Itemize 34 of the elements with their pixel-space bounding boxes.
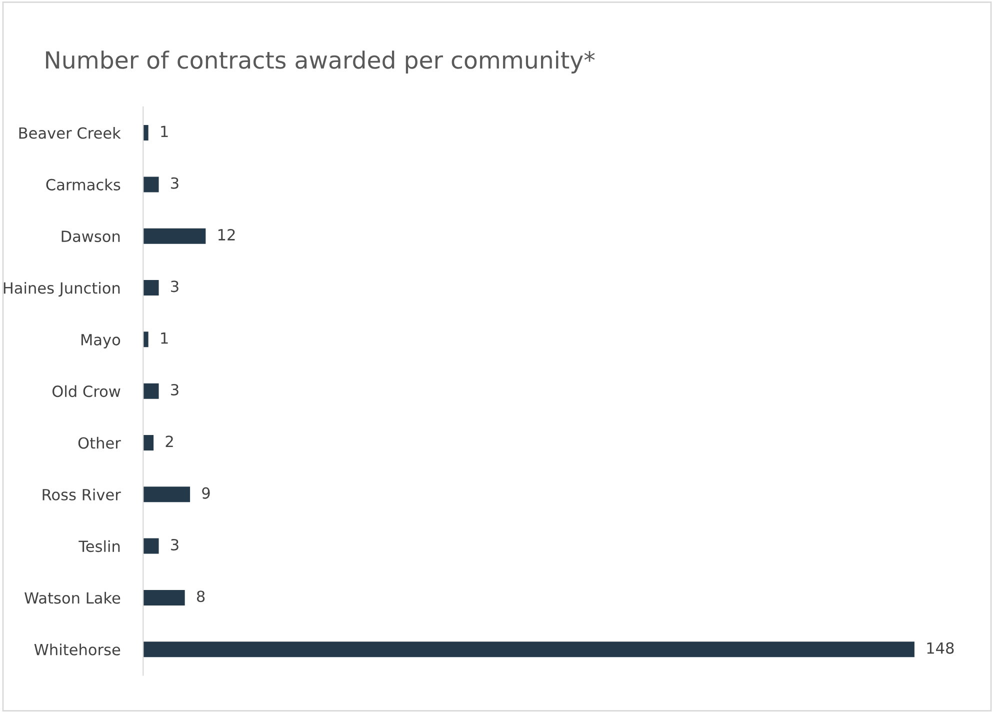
data-label: 9 xyxy=(202,487,210,499)
y-tick-label: Other xyxy=(78,436,121,449)
data-label: 3 xyxy=(171,384,178,396)
y-tick-label: Whitehorse xyxy=(34,644,120,656)
data-label: 12 xyxy=(218,228,235,240)
bar xyxy=(143,125,148,141)
data-label: 3 xyxy=(171,538,178,550)
data-label: 2 xyxy=(166,436,173,447)
bar xyxy=(143,228,206,244)
data-label: 3 xyxy=(171,280,178,292)
y-tick-label: Beaver Creek xyxy=(19,126,121,139)
data-label: 1 xyxy=(161,126,168,137)
bar xyxy=(143,590,185,606)
bar xyxy=(143,176,159,192)
y-tick-label: Dawson xyxy=(62,230,120,242)
y-tick-label: Haines Junction xyxy=(4,282,120,297)
bar xyxy=(143,383,159,399)
bar xyxy=(143,434,154,450)
data-label: 148 xyxy=(927,642,954,654)
bar xyxy=(143,538,159,554)
data-label: 3 xyxy=(171,177,178,189)
y-tick-label: Ross River xyxy=(42,488,121,500)
y-tick-label: Old Crow xyxy=(52,385,120,398)
y-tick-label: Watson Lake xyxy=(24,592,120,604)
y-tick-label: Mayo xyxy=(81,334,120,348)
y-tick-label: Teslin xyxy=(78,540,120,552)
data-label: 1 xyxy=(161,332,168,344)
data-label: 8 xyxy=(196,590,205,602)
bar xyxy=(143,332,148,348)
bar xyxy=(143,486,190,502)
y-tick-label: Carmacks xyxy=(46,178,120,190)
bar xyxy=(143,642,914,658)
chart-title: Number of contracts awarded per community* xyxy=(46,50,595,74)
bar xyxy=(143,280,159,296)
